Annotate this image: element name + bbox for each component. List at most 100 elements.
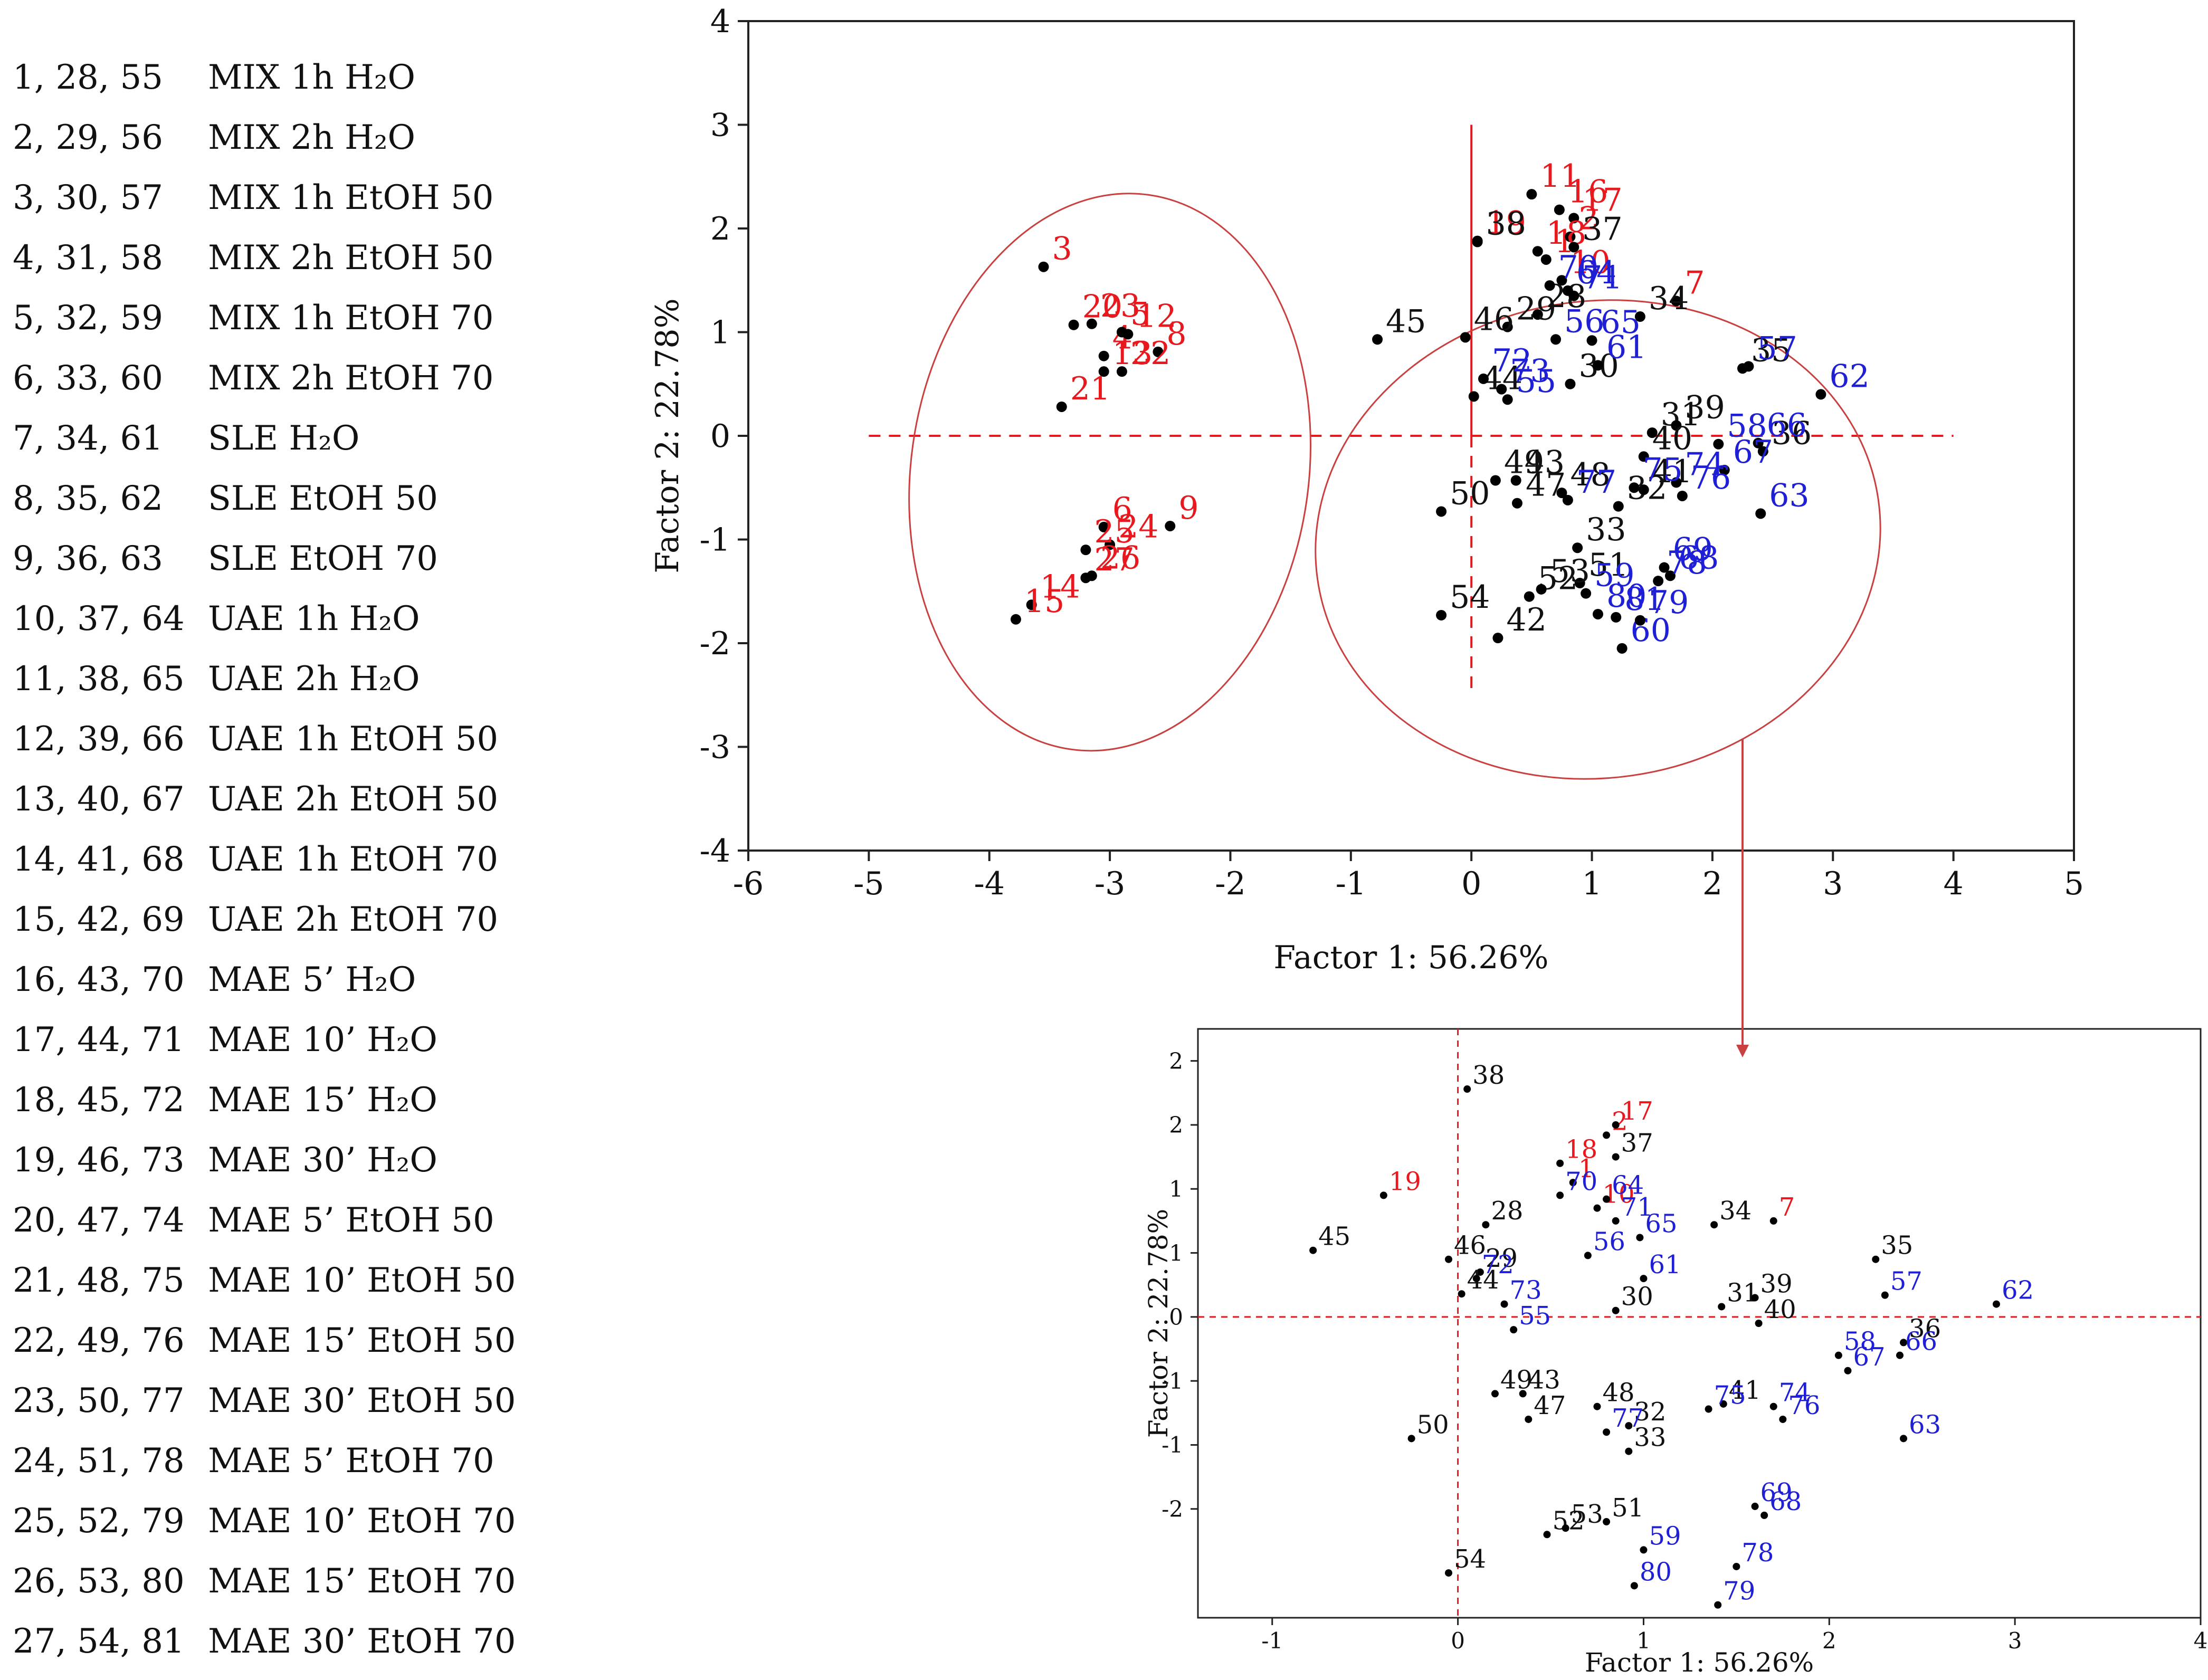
- data-point: [1026, 599, 1037, 610]
- data-point-label: 7: [1684, 265, 1705, 302]
- data-point-label: 11: [1540, 158, 1580, 195]
- data-point-label: 29: [1516, 291, 1556, 328]
- data-point: [1844, 1367, 1852, 1374]
- data-point-label: 37: [1582, 211, 1622, 247]
- x-tick-label: -6: [733, 865, 764, 902]
- y-tick-label: -3: [700, 729, 730, 766]
- data-point: [1713, 438, 1724, 450]
- x-tick-label: -3: [1095, 865, 1125, 902]
- data-point: [1630, 1582, 1638, 1590]
- legend-row: 19, 46, 73 MAE 30’ H₂O: [13, 1130, 620, 1190]
- data-point-label: 36: [1909, 1314, 1941, 1343]
- legend-row: 11, 38, 65 UAE 2h H₂O: [13, 649, 620, 709]
- legend-row: 22, 49, 76 MAE 15’ EtOH 50: [13, 1311, 620, 1371]
- data-point: [1710, 1221, 1718, 1229]
- cluster-ellipse: [1315, 299, 1881, 780]
- legend-method-label: MAE 5’ EtOH 70: [208, 1442, 494, 1481]
- data-point-label: 48: [1602, 1378, 1634, 1408]
- data-point-label: 75: [1642, 451, 1682, 488]
- data-point-label: 77: [1576, 464, 1616, 501]
- y-tick-label: 3: [710, 107, 730, 144]
- data-point-label: 9: [1178, 490, 1198, 527]
- data-point: [1603, 1131, 1611, 1139]
- data-point-label: 43: [1525, 444, 1565, 481]
- data-point-label: 50: [1417, 1410, 1449, 1439]
- data-point: [1502, 394, 1513, 405]
- data-point: [1478, 373, 1489, 384]
- data-point: [1098, 366, 1109, 377]
- data-point: [1532, 246, 1543, 257]
- data-point-label: 48: [1570, 456, 1610, 493]
- data-point: [1592, 608, 1603, 619]
- data-point: [1445, 1255, 1452, 1263]
- data-point: [1565, 231, 1576, 242]
- data-point-label: 17: [1621, 1096, 1653, 1126]
- data-point-label: 62: [1829, 358, 1869, 395]
- legend-sample-ids: 18, 45, 72: [13, 1081, 185, 1120]
- data-point-label: 76: [1788, 1391, 1820, 1420]
- data-point: [1492, 633, 1503, 644]
- legend-method-label: MAE 10’ EtOH 70: [208, 1502, 516, 1541]
- data-point: [1677, 490, 1688, 501]
- data-point: [1056, 401, 1067, 412]
- legend-row: 26, 53, 80 MAE 15’ EtOH 70: [13, 1551, 620, 1611]
- data-point-label: 56: [1593, 1227, 1625, 1256]
- data-point-label: 34: [1649, 280, 1689, 317]
- data-point: [1463, 1085, 1471, 1093]
- data-point-label: 8: [1166, 316, 1186, 352]
- data-point-label: 55: [1519, 1301, 1551, 1331]
- legend-method-label: MAE 15’ EtOH 50: [208, 1321, 516, 1360]
- data-point-label: 39: [1684, 389, 1725, 426]
- data-point-label: 53: [1571, 1500, 1603, 1529]
- data-point: [1496, 384, 1507, 395]
- data-point-label: 57: [1890, 1267, 1923, 1296]
- legend-method-label: UAE 2h EtOH 50: [208, 780, 499, 819]
- data-point: [1460, 332, 1471, 343]
- data-point: [1536, 584, 1547, 595]
- data-point: [1105, 539, 1116, 550]
- data-point: [1554, 204, 1565, 215]
- legend-method-label: MIX 1h H₂O: [208, 58, 415, 97]
- legend-sample-ids: 21, 48, 75: [13, 1261, 185, 1300]
- data-point: [1153, 346, 1164, 357]
- data-point: [1568, 213, 1579, 224]
- data-point-label: 2: [1612, 1106, 1628, 1136]
- data-point: [1098, 350, 1109, 361]
- sample-legend: 1, 28, 55 MIX 1h H₂O 2, 29, 56 MIX 2h H₂O 3,…: [13, 47, 620, 1672]
- data-point: [1491, 1390, 1499, 1398]
- data-point: [1086, 318, 1097, 329]
- data-point-label: 71: [1582, 260, 1622, 297]
- legend-row: 17, 44, 71 MAE 10’ H₂O: [13, 1010, 620, 1070]
- data-point-label: 61: [1649, 1250, 1681, 1280]
- legend-method-label: MAE 30’ EtOH 50: [208, 1381, 516, 1420]
- legend-method-label: MIX 1h EtOH 70: [208, 299, 494, 338]
- legend-method-label: UAE 2h EtOH 70: [208, 900, 499, 939]
- x-tick-label: 4: [1944, 865, 1964, 902]
- data-point-label: 64: [1576, 254, 1616, 291]
- data-point-label: 46: [1454, 1231, 1486, 1261]
- legend-method-label: UAE 2h H₂O: [208, 660, 420, 699]
- data-point-label: 49: [1504, 444, 1544, 481]
- data-point-label: 54: [1454, 1544, 1486, 1574]
- data-point-label: 47: [1526, 467, 1566, 504]
- data-point: [1671, 477, 1682, 488]
- legend-row: 1, 28, 55 MIX 1h H₂O: [13, 47, 620, 108]
- data-point: [1562, 494, 1573, 505]
- data-point: [1098, 521, 1109, 532]
- data-point: [1640, 1546, 1648, 1554]
- data-point: [1636, 1234, 1644, 1242]
- data-point: [1625, 1422, 1633, 1430]
- data-point-label: 29: [1486, 1244, 1518, 1273]
- data-point-label: 1: [1578, 1154, 1595, 1183]
- y-tick-label: 0: [1169, 1304, 1183, 1330]
- data-point-label: 2: [1578, 201, 1598, 237]
- data-point: [1733, 1562, 1740, 1570]
- legend-row: 16, 43, 70 MAE 5’ H₂O: [13, 950, 620, 1010]
- y-tick-label: 2: [710, 211, 730, 247]
- data-point: [1992, 1300, 2000, 1308]
- legend-sample-ids: 13, 40, 67: [13, 780, 185, 819]
- data-point-label: 50: [1450, 475, 1490, 512]
- data-point-label: 21: [1070, 370, 1110, 407]
